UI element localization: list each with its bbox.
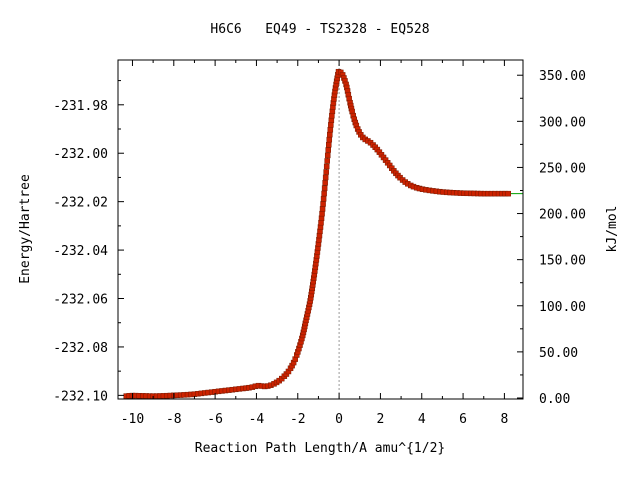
data-point xyxy=(322,174,329,181)
y-axis-label: Energy/Hartree xyxy=(18,174,33,284)
data-point xyxy=(321,190,327,197)
x-tick-label: -8 xyxy=(166,412,182,427)
data-point xyxy=(322,180,328,186)
y2-tick-label: 50.00 xyxy=(539,346,578,361)
plot-frame xyxy=(117,59,524,400)
x-axis-label: Reaction Path Length/A amu^{1/2} xyxy=(195,441,445,456)
chart-title: H6C6 EQ49 - TS2328 - EQ528 xyxy=(210,22,429,37)
data-point xyxy=(321,185,328,191)
y2-tick-label: 350.00 xyxy=(539,69,586,84)
y-tick-label: -232.02 xyxy=(53,196,108,211)
y-tick-label: -232.08 xyxy=(53,341,108,356)
data-point xyxy=(326,142,332,148)
y2-axis-label: kJ/mol xyxy=(605,206,620,253)
y2-tick-label: 150.00 xyxy=(539,254,586,269)
data-point xyxy=(505,190,511,197)
y-tick-label: -232.10 xyxy=(53,389,108,404)
x-tick-label: -2 xyxy=(290,412,306,427)
data-point xyxy=(324,152,331,159)
y2-tick-label: 200.00 xyxy=(539,208,586,223)
y-tick-label: -232.00 xyxy=(53,147,108,162)
y2-tick-label: 0.00 xyxy=(539,392,570,407)
data-point xyxy=(320,201,326,207)
axis-layer: -10 -8 -6 -4 -2 0 2 4 6 8 -231.98 -232.00 -232.02 -23… xyxy=(53,60,586,427)
data-point xyxy=(323,169,329,175)
data-point xyxy=(319,206,326,212)
data-point xyxy=(328,117,335,123)
x-tick-label: -6 xyxy=(207,412,223,427)
data-point xyxy=(324,158,330,164)
y2-tick-label: 100.00 xyxy=(539,300,586,315)
x-tick-label: -10 xyxy=(121,412,144,427)
x-tick-label: -4 xyxy=(249,412,265,427)
data-point xyxy=(320,196,327,202)
x-tick-label: 0 xyxy=(335,412,343,427)
y-tick-label: -232.06 xyxy=(53,293,108,308)
data-point xyxy=(318,215,325,221)
x-tick-label: 2 xyxy=(377,412,385,427)
plot-layer xyxy=(123,60,523,399)
x-tick-label: 6 xyxy=(459,412,467,427)
x-tick-label: 4 xyxy=(418,412,426,427)
y2-tick-label: 250.00 xyxy=(539,161,586,176)
data-point xyxy=(319,210,325,217)
data-point xyxy=(326,136,333,143)
x-tick-label: 8 xyxy=(500,412,508,427)
data-point xyxy=(327,126,334,133)
data-point xyxy=(325,147,331,153)
y2-tick-label: 300.00 xyxy=(539,115,586,130)
data-point xyxy=(327,131,333,138)
data-point xyxy=(323,163,330,170)
data-point xyxy=(328,122,334,128)
y-tick-label: -232.04 xyxy=(53,244,108,259)
y-tick-label: -231.98 xyxy=(53,99,108,114)
